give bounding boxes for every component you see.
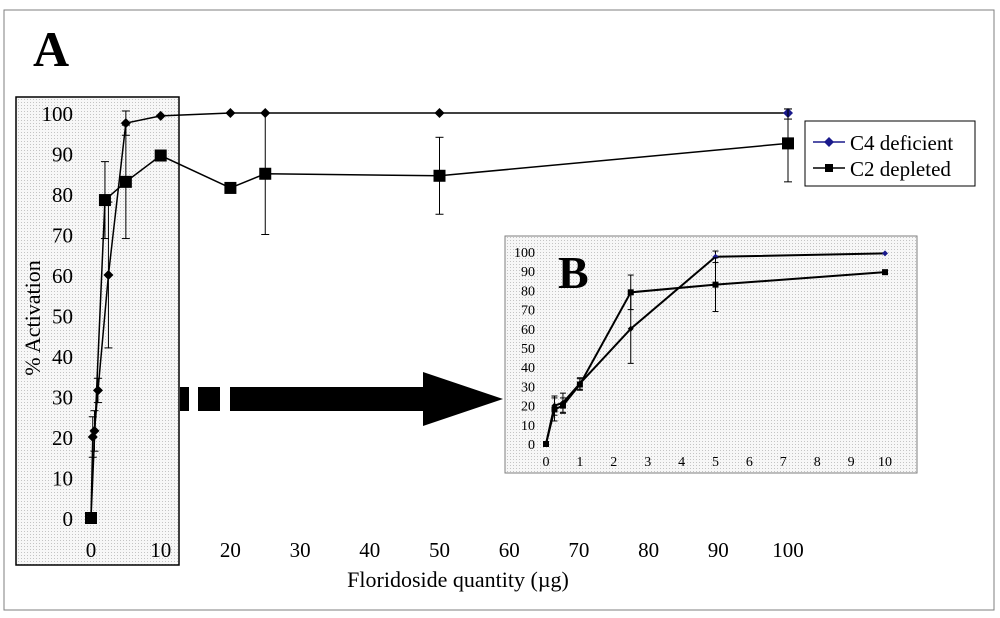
inset-data-point bbox=[712, 253, 719, 260]
data-point bbox=[433, 169, 446, 182]
legend-marker-c4 bbox=[824, 137, 834, 147]
inset-y-tick-label: 40 bbox=[521, 361, 535, 376]
inset-data-point bbox=[559, 402, 566, 409]
legend-box bbox=[804, 120, 976, 187]
x-tick-label: 100 bbox=[772, 538, 804, 562]
inset-y-tick-label: 90 bbox=[521, 265, 535, 280]
data-point bbox=[225, 108, 236, 118]
inset-y-tick-label: 70 bbox=[521, 304, 535, 319]
inset-x-tick-label: 7 bbox=[780, 455, 787, 470]
inset-data-point bbox=[576, 381, 583, 388]
panel-b-label: B bbox=[558, 247, 589, 298]
y-tick-label: 70 bbox=[52, 224, 73, 248]
legend: C4 deficient C2 depleted bbox=[804, 120, 976, 187]
inset-x-tick-label: 1 bbox=[576, 455, 583, 470]
x-tick-label: 0 bbox=[86, 538, 97, 562]
data-point bbox=[119, 175, 132, 188]
y-tick-label: 50 bbox=[52, 305, 73, 329]
inset-y-tick-label: 100 bbox=[514, 246, 535, 261]
inset-x-tick-label: 5 bbox=[712, 455, 719, 470]
arrow-shaft bbox=[230, 387, 425, 411]
x-tick-label: 90 bbox=[708, 538, 729, 562]
data-point bbox=[92, 385, 103, 396]
legend-marker-c2 bbox=[825, 164, 833, 172]
x-tick-label: 80 bbox=[638, 538, 659, 562]
inset-data-point bbox=[882, 269, 888, 276]
inset-data-point bbox=[882, 250, 888, 257]
data-point bbox=[155, 110, 166, 121]
y-tick-label: 80 bbox=[52, 183, 73, 207]
y-tick-label: 30 bbox=[52, 386, 73, 410]
inset-data-point bbox=[551, 406, 558, 413]
data-point bbox=[259, 167, 272, 180]
inset-x-tick-label: 2 bbox=[610, 455, 617, 470]
inset-x-tick-label: 3 bbox=[644, 455, 651, 470]
x-tick-label: 60 bbox=[499, 538, 520, 562]
inset-y-tick-label: 50 bbox=[521, 342, 535, 357]
y-tick-label: 90 bbox=[52, 143, 73, 167]
arrow-dash-1 bbox=[180, 387, 189, 411]
x-tick-label: 70 bbox=[568, 538, 589, 562]
inset-data-point bbox=[627, 325, 634, 332]
inset-x-tick-label: 10 bbox=[878, 455, 892, 470]
inset-x-tick-label: 0 bbox=[543, 455, 550, 470]
x-axis-label: Floridoside quantity (µg) bbox=[347, 567, 569, 592]
y-tick-label: 20 bbox=[52, 426, 73, 450]
inset-y-tick-label: 0 bbox=[528, 438, 535, 453]
data-point bbox=[782, 137, 794, 150]
legend-label-c4: C4 deficient bbox=[850, 131, 953, 155]
y-tick-label: 100 bbox=[42, 102, 74, 126]
x-tick-label: 40 bbox=[359, 538, 380, 562]
x-tick-label: 30 bbox=[290, 538, 311, 562]
zoom-region-box bbox=[15, 96, 180, 566]
inset-y-tick-label: 60 bbox=[521, 323, 535, 338]
inset-y-tick-label: 30 bbox=[521, 380, 535, 395]
inset-data-point bbox=[543, 441, 549, 447]
panel-a-label: A bbox=[33, 21, 69, 77]
inset-data-point bbox=[712, 281, 719, 288]
data-point bbox=[103, 270, 114, 280]
y-tick-label: 60 bbox=[52, 264, 73, 288]
data-point bbox=[224, 181, 237, 194]
inset-x-tick-label: 9 bbox=[848, 455, 855, 470]
legend-label-c2: C2 depleted bbox=[850, 157, 951, 181]
panel-a-chart: A % Activation Floridoside quantity (µg)… bbox=[15, 21, 804, 592]
y-tick-label: 10 bbox=[52, 467, 73, 491]
data-point bbox=[434, 108, 445, 118]
data-point bbox=[154, 149, 167, 162]
inset-x-tick-label: 4 bbox=[678, 455, 685, 470]
data-point bbox=[85, 512, 97, 524]
y-tick-label: 0 bbox=[63, 507, 74, 531]
inset-x-tick-label: 6 bbox=[746, 455, 753, 470]
x-tick-label: 50 bbox=[429, 538, 450, 562]
zoom-arrow bbox=[180, 372, 503, 426]
inset-y-tick-label: 10 bbox=[521, 419, 535, 434]
panel-b-chart: B 0 10 20 30 40 50 60 70 80 90 100 0 1 2 3 4 5 6 7 8 9 10 bbox=[504, 235, 918, 474]
arrow-dash-2 bbox=[198, 387, 220, 411]
inset-data-point bbox=[627, 289, 634, 296]
arrow-head bbox=[423, 372, 503, 426]
x-tick-label: 10 bbox=[150, 538, 171, 562]
y-axis-label: % Activation bbox=[20, 260, 45, 375]
y-tick-label: 40 bbox=[52, 345, 73, 369]
inset-x-tick-label: 8 bbox=[814, 455, 821, 470]
x-tick-label: 20 bbox=[220, 538, 241, 562]
data-point bbox=[98, 194, 111, 207]
inset-y-tick-label: 80 bbox=[521, 284, 535, 299]
inset-y-tick-label: 20 bbox=[521, 400, 535, 415]
